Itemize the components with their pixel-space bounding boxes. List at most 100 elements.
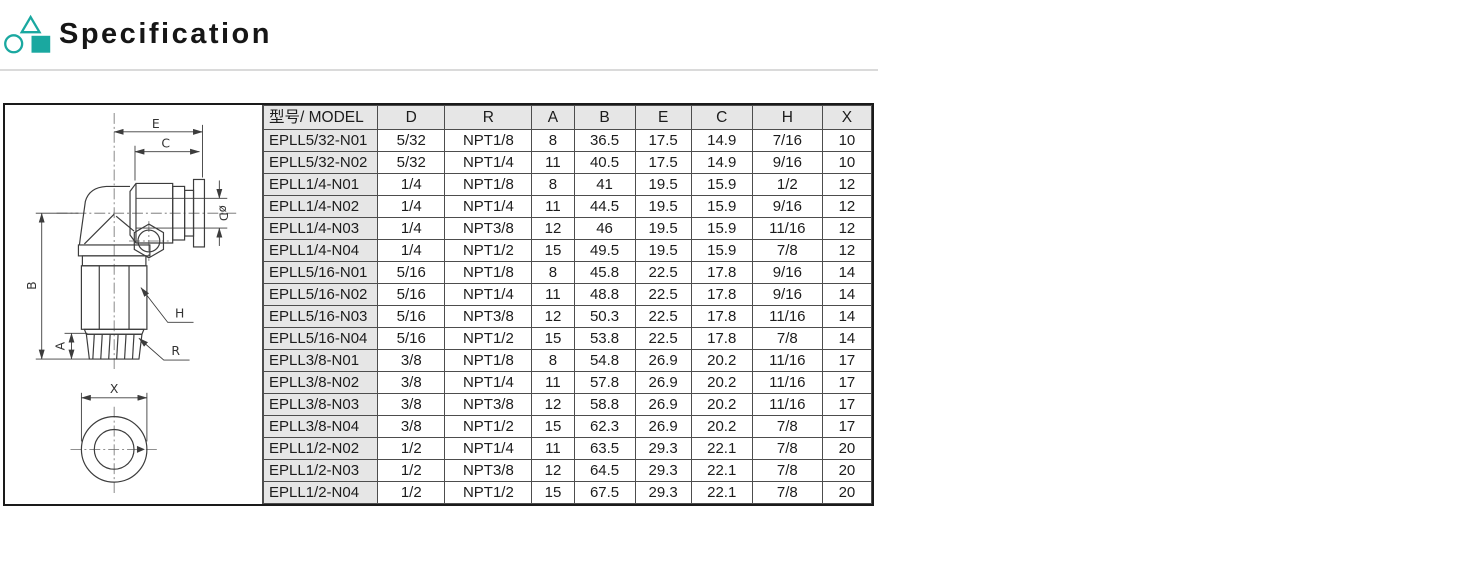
value-cell: 49.5: [573, 239, 636, 262]
table-row: EPLL3/8-N04 3/8 NPT1/2 15 62.3 26.9 20.2 7/8 17: [262, 415, 873, 438]
value-cell: NPT1/2: [444, 481, 533, 504]
dim-label-b: B: [24, 281, 39, 290]
table-body: EPLL5/32-N01 5/32 NPT1/8 8 36.5 17.5 14.9 7/16 1…: [262, 129, 873, 504]
value-cell: 15.9: [690, 217, 753, 240]
value-cell: NPT1/4: [444, 151, 533, 174]
model-cell: EPLL5/16-N03: [262, 305, 379, 328]
value-cell: 1/4: [377, 239, 446, 262]
value-cell: 9/16: [751, 283, 823, 306]
model-cell: EPLL1/4-N02: [262, 195, 379, 218]
value-cell: 22.5: [634, 327, 692, 350]
column-header-c: C: [690, 105, 753, 130]
value-cell: 29.3: [634, 437, 692, 460]
value-cell: 17: [821, 349, 873, 372]
dim-label-r: R: [171, 343, 180, 358]
value-cell: 14: [821, 305, 873, 328]
value-cell: 14: [821, 261, 873, 284]
table-row: EPLL1/2-N04 1/2 NPT1/2 15 67.5 29.3 22.1 7/8 20: [262, 481, 873, 504]
value-cell: 11: [531, 195, 575, 218]
value-cell: 53.8: [573, 327, 636, 350]
table-row: EPLL5/32-N02 5/32 NPT1/4 11 40.5 17.5 14.9 9/16…: [262, 151, 873, 174]
value-cell: 7/16: [751, 129, 823, 152]
value-cell: 5/16: [377, 305, 446, 328]
table-row: EPLL5/16-N02 5/16 NPT1/4 11 48.8 22.5 17.8 9/16…: [262, 283, 873, 306]
value-cell: 57.8: [573, 371, 636, 394]
model-cell: EPLL3/8-N04: [262, 415, 379, 438]
value-cell: 54.8: [573, 349, 636, 372]
value-cell: 17: [821, 415, 873, 438]
value-cell: 17.5: [634, 129, 692, 152]
value-cell: 15: [531, 327, 575, 350]
value-cell: 12: [531, 305, 575, 328]
fitting-diagram: E C øD B A H R X: [24, 112, 237, 495]
value-cell: 15: [531, 481, 575, 504]
value-cell: NPT1/4: [444, 283, 533, 306]
dim-label-c: C: [161, 136, 170, 151]
value-cell: 22.5: [634, 305, 692, 328]
value-cell: 36.5: [573, 129, 636, 152]
value-cell: 19.5: [634, 217, 692, 240]
table-row: EPLL1/4-N04 1/4 NPT1/2 15 49.5 19.5 15.9 7/8 12: [262, 239, 873, 262]
value-cell: 11: [531, 283, 575, 306]
table-row: EPLL1/4-N02 1/4 NPT1/4 11 44.5 19.5 15.9 9/16 12: [262, 195, 873, 218]
value-cell: 40.5: [573, 151, 636, 174]
value-cell: 12: [821, 195, 873, 218]
value-cell: 22.5: [634, 283, 692, 306]
model-cell: EPLL1/2-N04: [262, 481, 379, 504]
value-cell: NPT3/8: [444, 217, 533, 240]
value-cell: 22.5: [634, 261, 692, 284]
model-cell: EPLL5/32-N01: [262, 129, 379, 152]
table-row: EPLL1/4-N01 1/4 NPT1/8 8 41 19.5 15.9 1/2 12: [262, 173, 873, 196]
value-cell: 5/16: [377, 327, 446, 350]
model-cell: EPLL5/32-N02: [262, 151, 379, 174]
column-header-h: H: [751, 105, 823, 130]
value-cell: 7/8: [751, 415, 823, 438]
value-cell: 1/2: [377, 481, 446, 504]
value-cell: 11/16: [751, 349, 823, 372]
value-cell: 14: [821, 283, 873, 306]
circle-pointer-arrow: [136, 445, 145, 453]
value-cell: 14.9: [690, 151, 753, 174]
value-cell: 5/16: [377, 283, 446, 306]
value-cell: 20: [821, 437, 873, 460]
value-cell: 1/4: [377, 195, 446, 218]
model-cell: EPLL3/8-N01: [262, 349, 379, 372]
value-cell: 10: [821, 129, 873, 152]
value-cell: 26.9: [634, 393, 692, 416]
model-cell: EPLL1/2-N03: [262, 459, 379, 482]
table-row: EPLL1/4-N03 1/4 NPT3/8 12 46 19.5 15.9 11/16 12: [262, 217, 873, 240]
table-header-row: 型号/ MODEL D R A B E C H X: [262, 105, 873, 130]
value-cell: 26.9: [634, 349, 692, 372]
value-cell: 7/8: [751, 327, 823, 350]
value-cell: 48.8: [573, 283, 636, 306]
table-row: EPLL1/2-N03 1/2 NPT3/8 12 64.5 29.3 22.1 7/8 20: [262, 459, 873, 482]
value-cell: 15.9: [690, 239, 753, 262]
value-cell: 7/8: [751, 437, 823, 460]
value-cell: 64.5: [573, 459, 636, 482]
value-cell: 9/16: [751, 261, 823, 284]
value-cell: 12: [821, 239, 873, 262]
value-cell: 17.5: [634, 151, 692, 174]
dim-label-e: E: [152, 116, 160, 131]
value-cell: 11: [531, 371, 575, 394]
value-cell: 22.1: [690, 437, 753, 460]
value-cell: 62.3: [573, 415, 636, 438]
value-cell: 9/16: [751, 195, 823, 218]
value-cell: NPT3/8: [444, 305, 533, 328]
value-cell: 19.5: [634, 195, 692, 218]
column-header-e: E: [634, 105, 692, 130]
value-cell: 17.8: [690, 305, 753, 328]
table-row: EPLL1/2-N02 1/2 NPT1/4 11 63.5 29.3 22.1 7/8 20: [262, 437, 873, 460]
value-cell: 7/8: [751, 239, 823, 262]
value-cell: NPT1/2: [444, 327, 533, 350]
table-row: EPLL3/8-N03 3/8 NPT3/8 12 58.8 26.9 20.2 11/16 1…: [262, 393, 873, 416]
value-cell: NPT1/4: [444, 195, 533, 218]
value-cell: 14.9: [690, 129, 753, 152]
value-cell: 29.3: [634, 481, 692, 504]
model-cell: EPLL5/16-N01: [262, 261, 379, 284]
model-cell: EPLL5/16-N04: [262, 327, 379, 350]
value-cell: 11: [531, 437, 575, 460]
value-cell: 17.8: [690, 261, 753, 284]
table-row: EPLL5/16-N03 5/16 NPT3/8 12 50.3 22.5 17.8 11/1…: [262, 305, 873, 328]
column-header-model: 型号/ MODEL: [262, 105, 379, 130]
